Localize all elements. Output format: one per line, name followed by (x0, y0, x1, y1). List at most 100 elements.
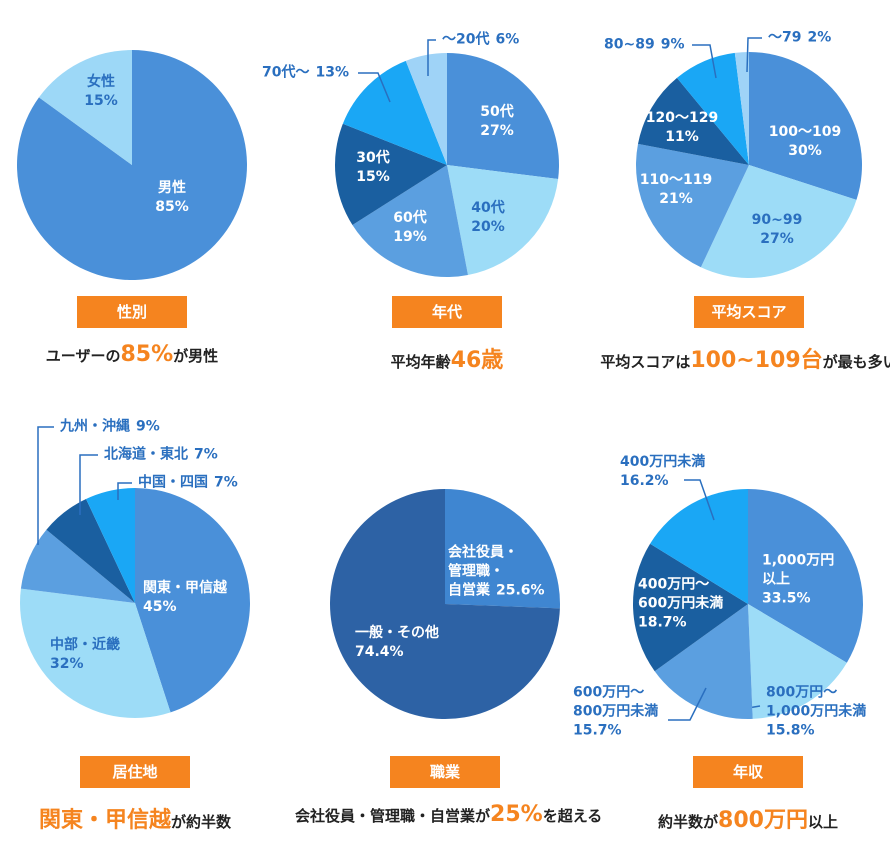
caption-part: 25% (490, 802, 543, 827)
slice-value: 7% (194, 446, 218, 463)
slice-category: 400万円未満 (620, 454, 706, 470)
caption-part: を超える (542, 807, 603, 825)
pie-slice (405, 53, 447, 165)
slice-label: 30代 15% (356, 149, 390, 187)
caption-part: 100~109台 (690, 348, 823, 373)
slice-category: 〜79 (768, 29, 802, 46)
slice-value: 9% (660, 36, 685, 53)
slice-value: 13% (315, 64, 349, 81)
caption-part: ユーザーの (45, 347, 121, 365)
slice-category: 40代 (471, 200, 505, 216)
slice-label: 中部・近畿 32% (50, 636, 120, 674)
leader-line (117, 482, 132, 500)
pie-slice (654, 604, 753, 720)
leader-line (37, 426, 54, 545)
slice-label: 40代 20% (471, 199, 505, 237)
slice-label: 九州・沖縄 9% (60, 418, 160, 437)
slice-value: 15% (84, 93, 118, 109)
slice-label: 50代 27% (480, 103, 514, 141)
slice-category: 九州・沖縄 (60, 418, 130, 435)
slice-label: 関東・甲信越 45% (143, 579, 227, 617)
caption-part: 800万円 (718, 808, 808, 833)
pie-slice (335, 123, 447, 226)
chart-badge: 年収 (693, 756, 803, 788)
pie-slice (20, 588, 171, 718)
slice-label: 一般・その他 74.4% (355, 624, 439, 662)
caption: 平均年齢46歳 (297, 342, 597, 374)
slice-value: 11% (665, 129, 699, 145)
slice-value: 18.7% (638, 614, 687, 631)
chart-badge: 年代 (392, 296, 502, 328)
slice-category: 120〜129 (645, 110, 719, 126)
slice-category: 110〜119 (639, 172, 713, 188)
leader-line (79, 454, 98, 515)
chart-badge: 平均スコア (694, 296, 804, 328)
pie-slice (748, 604, 847, 719)
slice-value: 7% (214, 474, 238, 491)
leader-line (358, 72, 391, 103)
slice-category: 70代〜 (262, 64, 310, 81)
leader-line (684, 479, 715, 521)
pie-slice (330, 489, 560, 720)
slice-category: 中国・四国 (138, 474, 208, 491)
slice-category: 男性 (157, 180, 186, 196)
pie-slice (135, 488, 250, 713)
pie-slice (636, 143, 749, 268)
slice-label: 80~89 9% (604, 36, 684, 55)
caption-part: 以上 (807, 813, 838, 831)
pie-slice (734, 52, 749, 165)
slice-value: 9% (136, 418, 160, 435)
leader-line (427, 39, 436, 76)
caption-part: 関東・甲信越 (38, 808, 171, 833)
slice-value: 19% (393, 229, 427, 245)
slice-category: 〜20代 (442, 31, 490, 48)
slice-value: 27% (760, 231, 794, 247)
slice-category: 1,000万円 以上 (762, 552, 835, 588)
slice-category: 会社役員・ 管理職・ 自営業 (448, 544, 518, 599)
pie-slice (38, 50, 133, 165)
pie-slice (700, 165, 857, 278)
slice-category: 50代 (480, 104, 514, 120)
caption: 関東・甲信越が約半数 (0, 802, 285, 834)
slice-value: 30% (788, 143, 822, 159)
slice-label: 400万円未満 16.2% (620, 453, 705, 491)
slice-category: 100〜109 (768, 124, 842, 140)
caption-part: が約半数 (171, 813, 232, 831)
slice-label: 会社役員・ 管理職・ 自営業 25.6% (448, 544, 545, 601)
slice-value: 85% (155, 199, 189, 215)
slice-category: 中部・近畿 (50, 637, 120, 653)
slice-value: 15.7% (573, 722, 622, 739)
caption: ユーザーの85%が男性 (0, 342, 282, 367)
slice-value: 16.2% (620, 473, 669, 489)
caption-part: 85% (120, 342, 174, 367)
slice-value: 32% (50, 656, 84, 672)
chart-badge: 職業 (390, 756, 500, 788)
caption: 平均スコアは100~109台が最も多い (599, 342, 890, 374)
caption-part: が男性 (173, 347, 219, 365)
pie-slice (749, 52, 862, 200)
slice-value: 2% (807, 29, 832, 46)
leader-line (668, 687, 707, 721)
slice-category: 30代 (356, 150, 390, 166)
pie-slice (638, 77, 749, 165)
slice-value: 21% (659, 191, 693, 207)
pie-slice (748, 489, 863, 663)
slice-label: 90~99 27% (752, 211, 803, 249)
slice-category: 90~99 (751, 212, 803, 228)
slice-category: 600万円〜 800万円未満 (573, 684, 659, 720)
slice-label: 〜20代 6% (442, 31, 519, 50)
slice-label: 400万円〜 600万円未満 18.7% (638, 576, 723, 633)
chart-badge: 性別 (77, 296, 187, 328)
slice-label: 60代 19% (393, 209, 427, 247)
slice-label: 100〜109 30% (769, 123, 841, 161)
slice-value: 45% (143, 599, 177, 615)
leader-line (746, 37, 762, 73)
pie-slice (352, 165, 468, 278)
slice-value: 74.4% (355, 644, 404, 660)
slice-label: 女性 15% (84, 73, 118, 111)
slice-value: 15.8% (766, 722, 815, 739)
pie-slice (447, 165, 559, 276)
slice-value: 20% (471, 219, 505, 235)
slice-category: 北海道・東北 (104, 446, 188, 463)
